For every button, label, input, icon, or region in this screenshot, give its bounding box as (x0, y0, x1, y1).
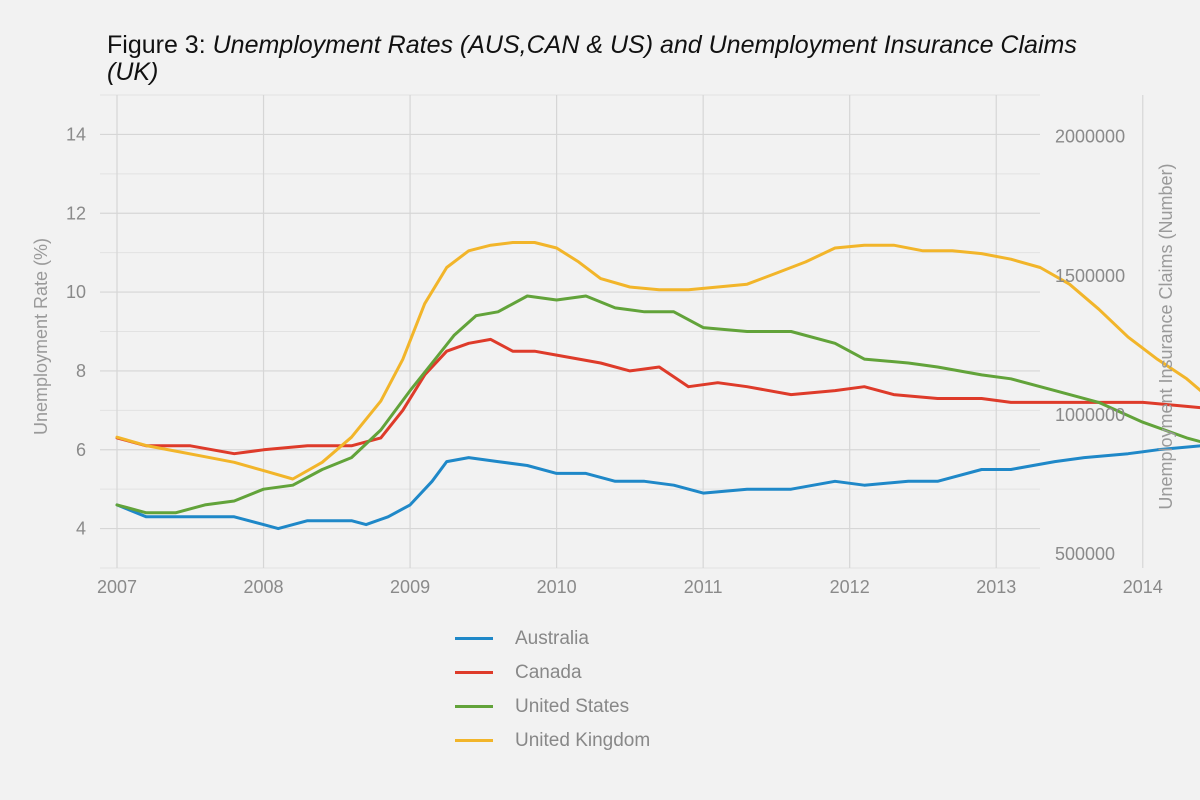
y-tick-label: 4 (76, 519, 86, 539)
series-line-united-kingdom (115, 241, 1200, 481)
x-tick-label: 2010 (537, 577, 577, 597)
legend-swatch (455, 739, 493, 742)
legend-label: United Kingdom (515, 730, 651, 751)
series-lines (115, 241, 1200, 531)
legend-swatch (455, 637, 493, 640)
y-axis-label: Unemployment Rate (%) (31, 238, 51, 435)
series-line-australia (115, 444, 1200, 531)
x-tick-label: 2009 (390, 577, 430, 597)
chart-title-prefix: Figure 3: (107, 31, 213, 59)
y2-axis-label: Unemployment Insurance Claims (Number) (1156, 163, 1176, 509)
legend-item-canada: Canada (455, 656, 755, 690)
x-tick-label: 2013 (976, 577, 1016, 597)
y-tick-label: 6 (76, 440, 86, 460)
chart-title-main: Unemployment Rates (AUS,CAN & US) and Un… (107, 31, 1077, 86)
y-tick-label: 12 (66, 203, 86, 223)
y2-tick-label: 500000 (1055, 544, 1115, 564)
y-tick-label: 10 (66, 282, 86, 302)
legend-label: Canada (515, 662, 582, 683)
y-tick-label: 14 (66, 124, 86, 144)
x-tick-label: 2012 (830, 577, 870, 597)
grid-lines (100, 94, 1144, 569)
legend-swatch (455, 705, 493, 708)
y2-tick-label: 1000000 (1055, 405, 1125, 425)
legend-item-australia: Australia (455, 622, 755, 656)
legend-item-united-kingdom: United Kingdom (455, 724, 755, 758)
x-tick-label: 2014 (1123, 577, 1163, 597)
legend-label: United States (515, 696, 630, 717)
series-line-united-states (115, 294, 1200, 515)
legend-item-united-states: United States (455, 690, 755, 724)
legend: Australia Canada United States United Kingd… (455, 622, 755, 758)
x-tick-label: 2007 (97, 577, 137, 597)
y-tick-label: 8 (76, 361, 86, 381)
x-tick-label: 2008 (244, 577, 284, 597)
x-tick-label: 2011 (684, 577, 723, 597)
y2-tick-label: 1500000 (1055, 266, 1125, 286)
legend-swatch (455, 671, 493, 674)
y2-tick-label: 2000000 (1055, 127, 1125, 147)
tick-labels: 4 6 8 10 12 14 2007 2008 2009 2010 2011 2012 2013 201… (66, 124, 1163, 597)
legend-label: Australia (515, 628, 589, 649)
chart-title: Figure 3: Unemployment Rates (AUS,CAN & … (107, 32, 1107, 86)
